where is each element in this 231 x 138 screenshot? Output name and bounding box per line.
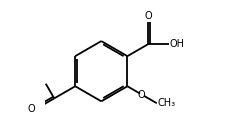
Text: O: O (144, 11, 152, 21)
Text: CH₃: CH₃ (157, 98, 175, 108)
Text: O: O (137, 90, 145, 99)
Text: OH: OH (169, 39, 184, 49)
Text: O: O (27, 104, 35, 114)
